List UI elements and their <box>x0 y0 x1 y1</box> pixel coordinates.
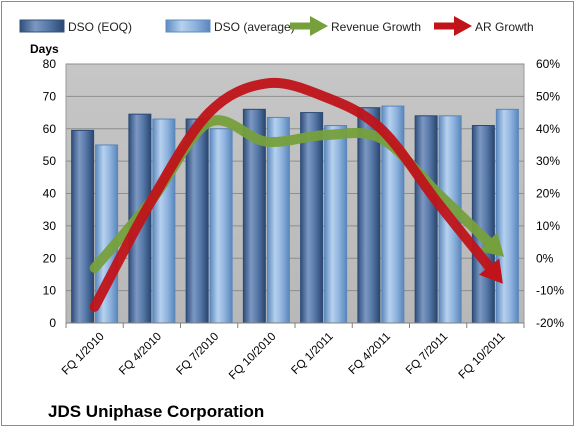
trend-arrowhead-revenue-growth <box>479 232 505 257</box>
chart-title: JDS Uniphase Corporation <box>48 402 264 421</box>
legend-swatch-dso-average <box>165 19 211 33</box>
y2-axis-ticks: -20% -10% 0% 10% 20% 30% 40% 50% 60% <box>536 57 564 330</box>
y-tick-label: 70 <box>43 89 57 103</box>
y-tick-label: 60 <box>43 122 57 136</box>
trend-line-ar-growth <box>89 77 501 312</box>
legend-label-revenue-growth: Revenue Growth <box>331 20 421 34</box>
legend-swatch-dso-eoq <box>19 19 65 33</box>
y2-tick-label: 0% <box>536 251 554 265</box>
y-axis-ticks: 0 10 20 30 40 50 60 70 80 <box>43 57 57 330</box>
y2-tick-label: 40% <box>536 122 560 136</box>
x-axis-ticks: FQ 1/2010 FQ 4/2010 FQ 7/2010 FQ 10/2010 FQ … <box>60 323 525 382</box>
y2-tick-label: -20% <box>536 316 564 330</box>
x-tick-label: FQ 4/2011 <box>347 331 393 377</box>
x-tick-label: FQ 4/2010 <box>117 331 164 378</box>
x-tick-label: FQ 7/2010 <box>174 331 221 378</box>
y-tick-label: 40 <box>43 187 57 201</box>
y-tick-label: 20 <box>43 251 57 265</box>
bar-dso-eoq <box>71 129 95 324</box>
x-tick-label: FQ 1/2011 <box>289 331 335 377</box>
y-tick-label: 10 <box>43 284 57 298</box>
trend-arrows <box>89 77 505 312</box>
legend: DSO (EOQ) DSO (average) Revenue Growth A… <box>19 16 534 36</box>
y-tick-label: 80 <box>43 57 57 71</box>
y2-tick-label: 30% <box>536 154 560 168</box>
bar-dso-average <box>152 118 176 324</box>
bar-dso-eoq <box>300 112 324 324</box>
y2-tick-label: 60% <box>536 57 560 71</box>
legend-label-ar-growth: AR Growth <box>475 20 534 34</box>
legend-label-dso-eoq: DSO (EOQ) <box>68 20 132 34</box>
legend-label-dso-average: DSO (average) <box>214 20 295 34</box>
x-tick-label: FQ 10/2010 <box>227 331 278 382</box>
bar-dso-average <box>495 108 519 324</box>
bar-dso-average <box>266 116 290 324</box>
x-tick-label: FQ 10/2011 <box>457 331 508 382</box>
y2-tick-label: 20% <box>536 187 560 201</box>
y2-tick-label: 50% <box>536 89 560 103</box>
bar-dso-average <box>324 125 348 324</box>
legend-arrow-revenue-growth <box>290 16 328 36</box>
y-tick-label: 0 <box>49 316 56 330</box>
x-tick-label: FQ 1/2010 <box>60 331 107 378</box>
y2-tick-label: 10% <box>536 219 560 233</box>
legend-arrow-ar-growth <box>434 16 472 36</box>
bar-dso-eoq <box>414 115 438 324</box>
x-tick-label: FQ 7/2011 <box>404 331 450 377</box>
y2-tick-label: -10% <box>536 284 564 298</box>
y-axis-label: Days <box>30 42 59 56</box>
y-tick-label: 30 <box>43 219 57 233</box>
y-tick-label: 50 <box>43 154 57 168</box>
trend-arrowhead-ar-growth <box>478 258 503 284</box>
bar-dso-average <box>209 128 233 324</box>
